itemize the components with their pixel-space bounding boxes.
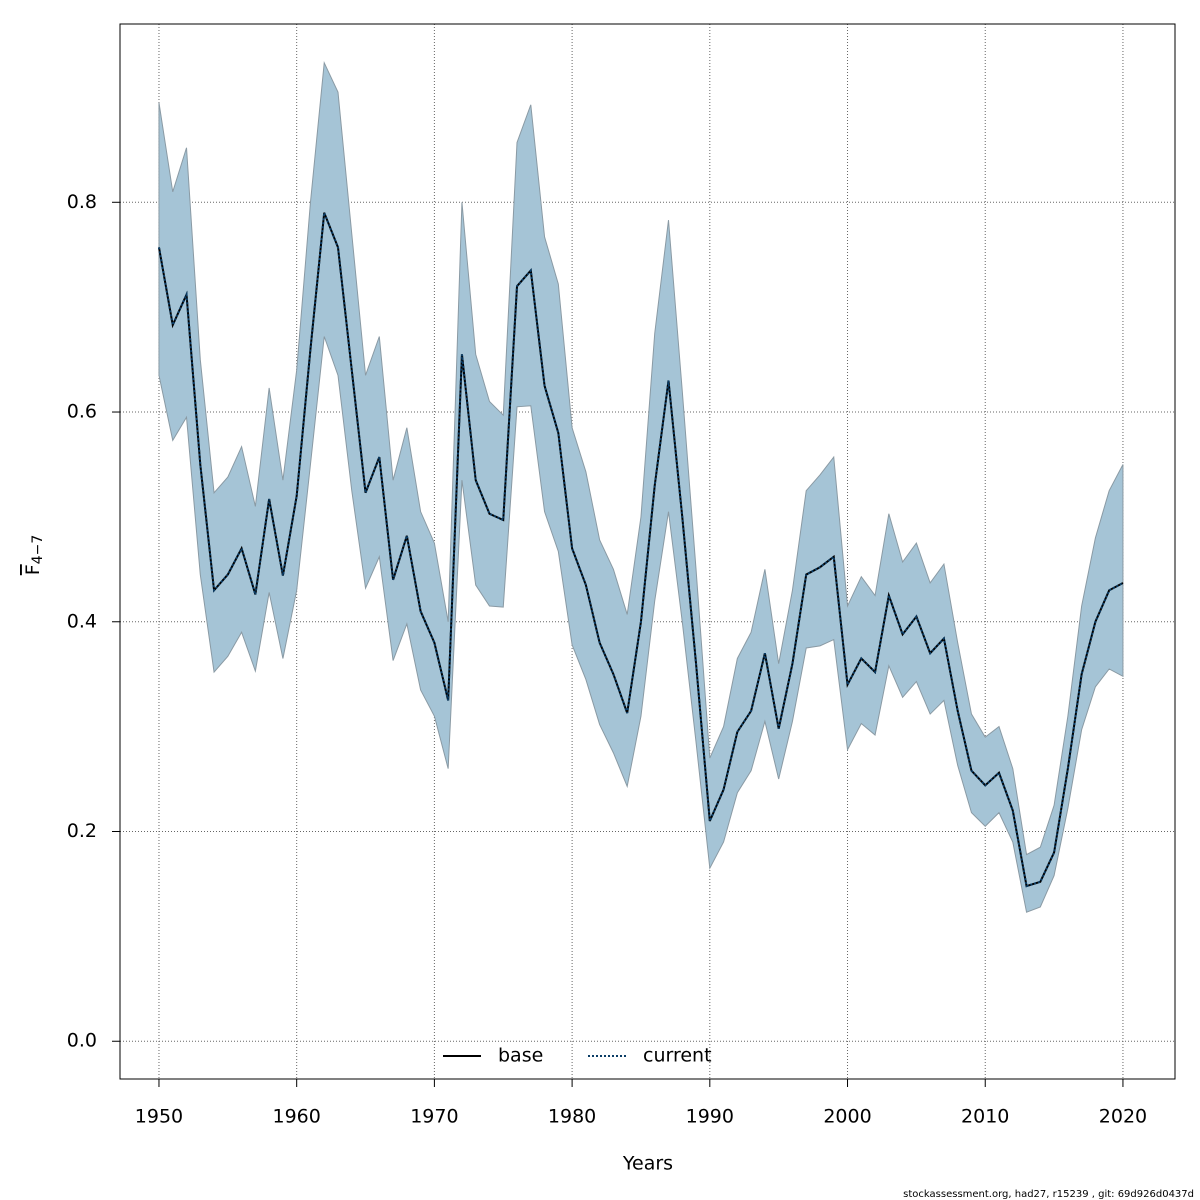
- x-axis-label: Years: [622, 1153, 673, 1175]
- y-tick-label: 0.6: [67, 401, 97, 423]
- x-tick-label: 2010: [961, 1106, 1009, 1128]
- series-line: [157, 212, 1124, 888]
- y-axis-label: F4−7: [22, 535, 47, 575]
- confidence-band: [158, 60, 1124, 913]
- plot-frame: [119, 23, 1176, 1080]
- x-tick-label: 1980: [548, 1106, 596, 1128]
- y-tick-label: 0.2: [67, 820, 97, 842]
- legend-label: base: [498, 1045, 543, 1067]
- x-tick-label: 2000: [823, 1106, 871, 1128]
- x-tick-label: 1970: [410, 1106, 458, 1128]
- x-tick-label: 1990: [686, 1106, 734, 1128]
- x-tick-label: 1960: [273, 1106, 321, 1128]
- y-tick-label: 0.8: [67, 191, 97, 213]
- y-tick-label: 0.4: [67, 610, 97, 632]
- legend-label: current: [643, 1045, 712, 1067]
- y-label-main: F: [22, 564, 44, 575]
- x-tick-label: 1950: [135, 1106, 183, 1128]
- x-tick-label: 2020: [1099, 1106, 1147, 1128]
- y-label-sub: 4−7: [30, 535, 46, 565]
- footer: stockassessment.org, had27, r15239 , git…: [903, 1189, 1194, 1200]
- y-tick-label: 0.0: [67, 1030, 97, 1052]
